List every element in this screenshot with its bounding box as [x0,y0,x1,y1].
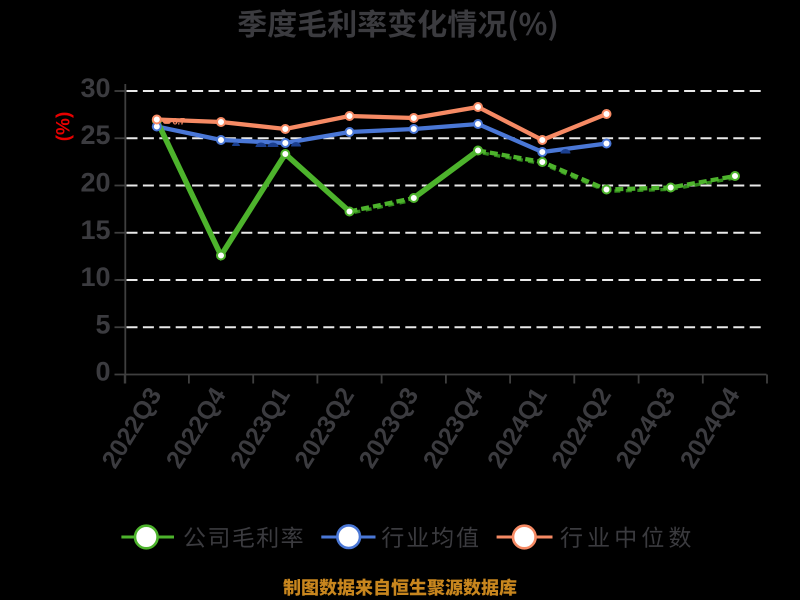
svg-text:10: 10 [80,262,110,292]
svg-text:15: 15 [80,215,110,245]
svg-text:6.7: 6.7 [173,117,186,127]
svg-text:0: 0 [95,357,110,387]
svg-text:30: 30 [80,73,110,103]
svg-text:20: 20 [80,168,110,198]
svg-text:5: 5 [95,309,110,339]
svg-text:(%): (%) [54,112,75,142]
svg-text:25: 25 [80,120,110,150]
